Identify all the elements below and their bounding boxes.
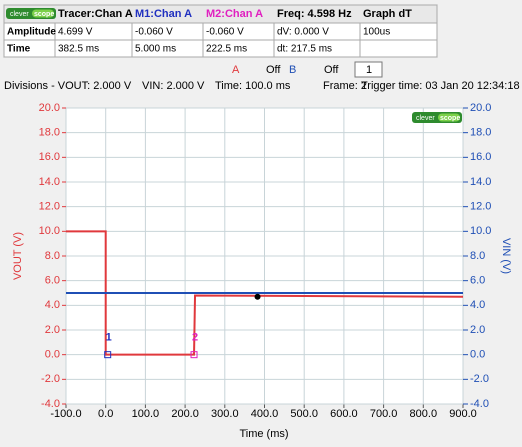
- table-header: Tracer:Chan A: [58, 8, 133, 20]
- x-axis-label: Time (ms): [239, 428, 288, 440]
- table-header: Graph dT: [363, 8, 412, 20]
- table-header-bg: [4, 5, 437, 23]
- marker-label: 1: [106, 332, 112, 344]
- y-tick-label: 20.0: [39, 102, 60, 114]
- table-cell: 382.5 ms: [58, 44, 99, 55]
- x-tick-label: -100.0: [50, 408, 81, 420]
- y2-tick-label: -2.0: [470, 373, 489, 385]
- x-tick-label: 400.0: [251, 408, 279, 420]
- table-cell: 5.000 ms: [135, 44, 176, 55]
- y-tick-label: -2.0: [41, 373, 60, 385]
- x-tick-label: 300.0: [211, 408, 239, 420]
- marker-label: 2: [192, 332, 198, 344]
- y2-tick-label: 10.0: [470, 225, 491, 237]
- y-tick-label: 10.0: [39, 225, 60, 237]
- x-tick-label: 500.0: [290, 408, 318, 420]
- x-tick-label: 0.0: [98, 408, 113, 420]
- y2-tick-label: 18.0: [470, 127, 491, 139]
- y2-tick-label: -4.0: [470, 398, 489, 410]
- y-tick-label: 18.0: [39, 127, 60, 139]
- y2-tick-label: 20.0: [470, 102, 491, 114]
- y-axis-label: VOUT (V): [12, 232, 24, 280]
- table-cell: -0.060 V: [135, 27, 173, 38]
- table-header: Freq: 4.598 Hz: [277, 8, 352, 20]
- table-cell: dV: 0.000 V: [277, 27, 329, 38]
- series-line: [66, 230, 464, 356]
- table-cell: -0.060 V: [206, 27, 244, 38]
- table-cell: Amplitude: [7, 27, 56, 38]
- y2-tick-label: 2.0: [470, 324, 485, 336]
- tracer: [254, 293, 261, 300]
- table-header: M2:Chan A: [206, 8, 263, 20]
- table-header: M1:Chan A: [135, 8, 192, 20]
- marker: [104, 351, 112, 359]
- logo-badge: [32, 9, 54, 18]
- info-text: VIN: 2.000 V: [142, 80, 205, 92]
- x-tick-label: 600.0: [330, 408, 358, 420]
- y2-tick-label: 0.0: [470, 349, 485, 361]
- table-cell: 100us: [363, 27, 390, 38]
- logo-text: scope: [34, 11, 54, 18]
- info-text: Time: 100.0 ms: [215, 80, 291, 92]
- y-tick-label: 14.0: [39, 176, 60, 188]
- channel-a-toggle[interactable]: A: [232, 64, 240, 76]
- marker: [190, 351, 198, 359]
- x-tick-label: 700.0: [370, 408, 398, 420]
- table-cell: 4.699 V: [58, 27, 93, 38]
- frame-spin-value: 1: [366, 64, 372, 76]
- logo-text: scope: [440, 115, 460, 122]
- info-text: Frame: 2: [323, 80, 367, 92]
- x-tick-label: 100.0: [132, 408, 160, 420]
- logo-text: clever: [10, 11, 29, 18]
- y-tick-label: 0.0: [45, 349, 60, 361]
- y2-tick-label: 6.0: [470, 275, 485, 287]
- table-cell: dt: 217.5 ms: [277, 44, 332, 55]
- x-tick-label: 800.0: [410, 408, 438, 420]
- y2-tick-label: 16.0: [470, 151, 491, 163]
- logo-badge: [438, 113, 460, 122]
- x-tick-label: 900.0: [449, 408, 477, 420]
- channel-b-state: Off: [324, 64, 339, 76]
- y-tick-label: 16.0: [39, 151, 60, 163]
- y-tick-label: 8.0: [45, 250, 60, 262]
- y-tick-label: 2.0: [45, 324, 60, 336]
- table-cell: Time: [7, 44, 31, 55]
- info-text: Trigger time: 03 Jan 20 12:34:18: [361, 80, 520, 92]
- info-text: Divisions - VOUT: 2.000 V: [4, 80, 132, 92]
- logo-text: clever: [416, 115, 435, 122]
- x-tick-label: 200.0: [171, 408, 199, 420]
- y2-tick-label: 8.0: [470, 250, 485, 262]
- y2-tick-label: 14.0: [470, 176, 491, 188]
- y2-tick-label: 4.0: [470, 299, 485, 311]
- y-tick-label: 4.0: [45, 299, 60, 311]
- y-tick-label: 12.0: [39, 201, 60, 213]
- channel-a-state: Off: [266, 64, 281, 76]
- y2-tick-label: 12.0: [470, 201, 491, 213]
- y-tick-label: 6.0: [45, 275, 60, 287]
- y2-axis-label: VIN (V): [500, 238, 512, 274]
- table-cell: 222.5 ms: [206, 44, 247, 55]
- channel-b-toggle[interactable]: B: [289, 64, 296, 76]
- y-tick-label: -4.0: [41, 398, 60, 410]
- frame-spin[interactable]: [354, 61, 383, 78]
